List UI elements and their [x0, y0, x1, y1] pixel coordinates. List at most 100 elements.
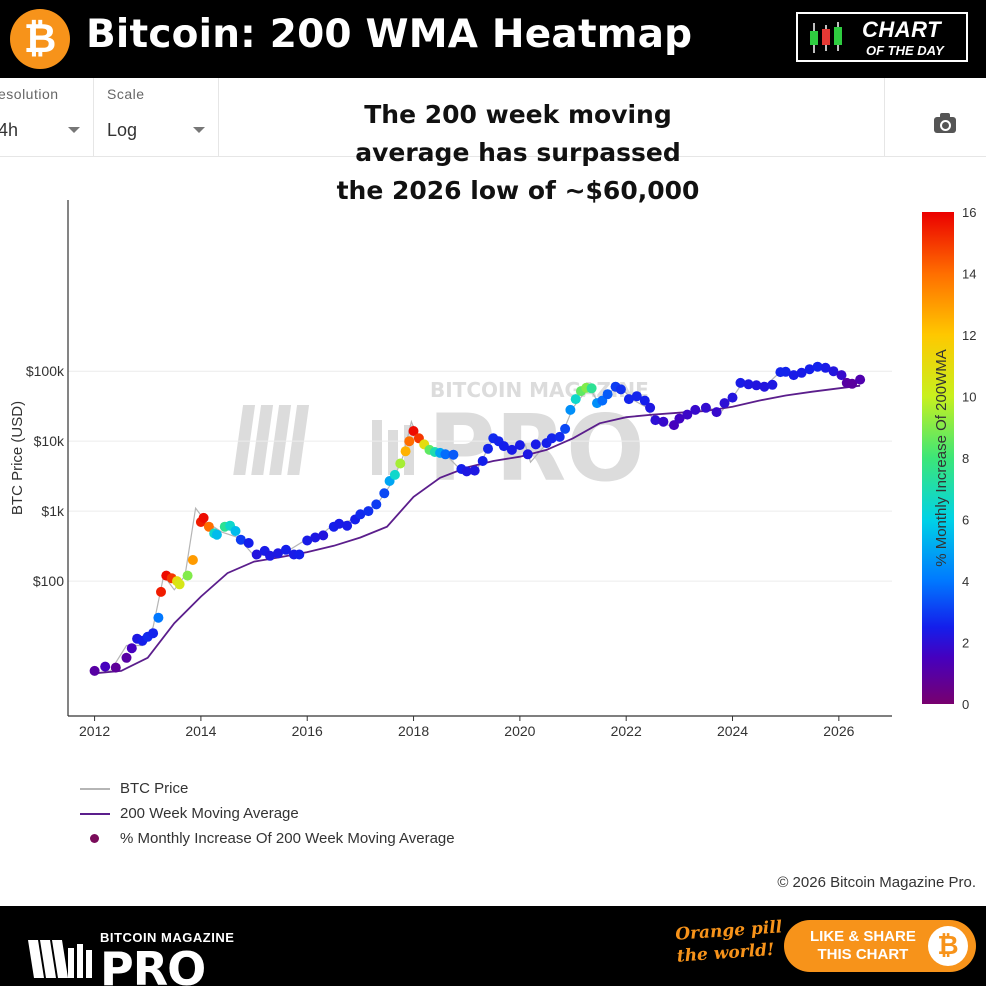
- candlestick-icon: [810, 22, 842, 53]
- scale-select[interactable]: Log: [107, 120, 138, 140]
- wma-change-point: [334, 518, 345, 529]
- colorbar-tick-label: 10: [962, 390, 976, 405]
- legend-item-price[interactable]: BTC Price: [80, 776, 455, 801]
- scale-chevron-down-icon[interactable]: [193, 127, 205, 133]
- legend: BTC Price 200 Week Moving Average % Mont…: [80, 776, 455, 851]
- resolution-chevron-down-icon[interactable]: [68, 127, 80, 133]
- header-bar: ₿ Bitcoin: 200 WMA Heatmap CHART OF THE …: [0, 0, 986, 78]
- wma-change-point: [182, 570, 193, 581]
- wma-change-point: [812, 361, 823, 372]
- wma-change-point: [265, 550, 275, 561]
- wma-change-point: [363, 506, 374, 517]
- share-label: LIKE & SHARE THIS CHART: [810, 928, 916, 964]
- y-tick-label: $1k: [41, 503, 65, 519]
- bitcoin-magazine-pro-logo[interactable]: BITCOIN MAGAZINE PRO: [28, 920, 268, 996]
- legend-label: BTC Price: [120, 780, 189, 797]
- wma-change-point: [602, 389, 613, 400]
- wma-change-point: [251, 549, 262, 560]
- wma-change-point: [780, 366, 791, 377]
- colorbar-tick-label: 12: [962, 328, 976, 343]
- colorbar-title: % Monthly Increase Of 200WMA: [933, 349, 950, 567]
- wma-change-point: [302, 535, 313, 546]
- bitcoin-coin-icon: ₿: [928, 926, 968, 966]
- wma-change-point: [483, 443, 493, 454]
- footer-bar: BITCOIN MAGAZINE PRO Orange pill the wor…: [0, 906, 986, 996]
- legend-item-wma[interactable]: 200 Week Moving Average: [80, 801, 455, 826]
- wma-change-point: [404, 436, 415, 447]
- divider: [93, 78, 94, 156]
- wma-change-point: [477, 456, 488, 466]
- y-axis-title: BTC Price (USD): [9, 401, 26, 515]
- wma-change-point: [203, 521, 214, 532]
- watermark: BITCOIN MAGAZINE PRO: [233, 378, 649, 502]
- wma-change-point: [514, 440, 525, 451]
- wma-change-point: [759, 381, 770, 392]
- like-share-button[interactable]: LIKE & SHARE THIS CHART ₿: [784, 920, 976, 972]
- legend-item-dots[interactable]: % Monthly Increase Of 200 Week Moving Av…: [80, 826, 455, 851]
- annotation-line: the 2026 low of ~$60,000: [336, 176, 700, 205]
- wma-change-point: [751, 380, 762, 391]
- tagline: Orange pill the world!: [675, 916, 785, 967]
- wma-change-point: [342, 520, 353, 531]
- wma-change-point: [273, 548, 283, 559]
- watermark-bars-icon: [233, 405, 414, 475]
- footer-brand-big: PRO: [100, 942, 206, 996]
- wma-change-point: [187, 555, 198, 565]
- wma-change-point: [650, 415, 661, 426]
- x-tick-label: 2020: [504, 723, 535, 739]
- series-layer: [89, 361, 866, 676]
- annotation-line: average has surpassed: [355, 138, 681, 167]
- wma-change-point: [389, 469, 400, 480]
- wma-change-point: [735, 377, 746, 388]
- wma-change-point: [674, 413, 685, 424]
- wma-change-point: [198, 512, 209, 523]
- wma-change-point: [110, 662, 121, 673]
- wma-change-point: [804, 364, 815, 375]
- copyright: © 2026 Bitcoin Magazine Pro.: [777, 874, 976, 891]
- wma-change-point: [506, 444, 517, 455]
- wma-change-point: [156, 586, 166, 597]
- wma-change-point: [788, 370, 799, 381]
- wma-change-point: [560, 423, 571, 434]
- wma-change-point: [658, 416, 669, 427]
- wma-change-point: [836, 370, 847, 381]
- wma-change-point: [408, 426, 419, 436]
- camera-icon[interactable]: [934, 113, 956, 133]
- grid: [68, 370, 892, 582]
- wma-change-point: [498, 441, 509, 452]
- wma-change-point: [727, 392, 738, 403]
- x-tick-label: 2022: [611, 723, 642, 739]
- colorbar-scale: [922, 212, 954, 704]
- wma-change-point: [682, 409, 693, 420]
- page-title: Bitcoin: 200 WMA Heatmap: [86, 12, 693, 57]
- divider: [218, 78, 219, 156]
- badge-line-2: OF THE DAY: [866, 43, 944, 58]
- resolution-select[interactable]: 4h: [0, 120, 19, 140]
- wma-change-point: [355, 509, 366, 520]
- chart-of-the-day-badge: CHART OF THE DAY: [796, 12, 968, 62]
- wma-change-point: [586, 383, 597, 394]
- wma-change-point: [546, 433, 557, 444]
- wma-change-point: [530, 439, 541, 450]
- scale-label: Scale: [107, 86, 145, 102]
- colorbar-tick-label: 4: [962, 574, 969, 589]
- wma-change-point: [711, 407, 722, 418]
- wma-change-point: [855, 374, 866, 385]
- colorbar-tick-label: 14: [962, 267, 976, 282]
- x-tick-label: 2016: [292, 723, 323, 739]
- wma-change-point: [371, 499, 382, 510]
- x-tick-label: 2012: [79, 723, 110, 739]
- y-tick-label: $100: [33, 573, 64, 589]
- wma-change-point: [522, 449, 533, 460]
- legend-swatch: [90, 834, 99, 843]
- wma-change-point: [469, 465, 480, 476]
- chart-controls: esolution 4h Scale Log: [0, 78, 986, 157]
- wma-change-point: [400, 446, 411, 457]
- wma-change-point: [631, 391, 642, 402]
- y-tick-label: $10k: [34, 433, 65, 449]
- resolution-label: esolution: [0, 86, 59, 102]
- wma-change-point: [565, 404, 576, 415]
- wma-change-point: [294, 549, 305, 560]
- wma-change-point: [230, 526, 241, 536]
